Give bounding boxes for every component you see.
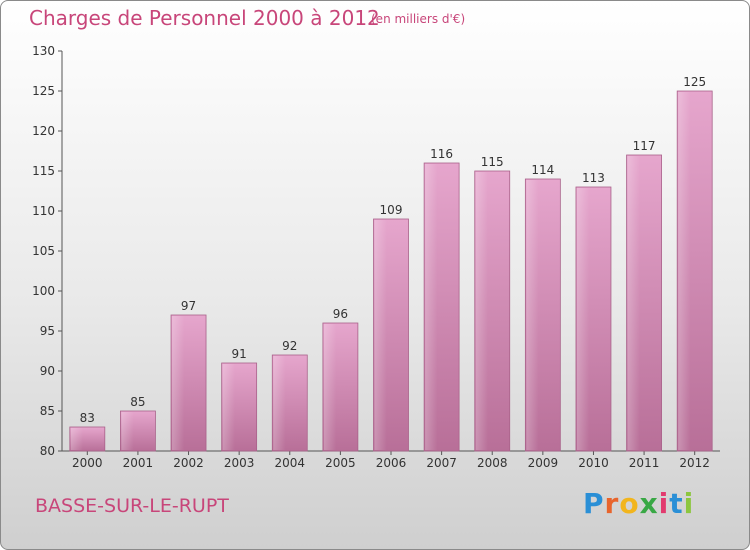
x-tick-label: 2007	[426, 456, 457, 470]
x-tick-label: 2012	[679, 456, 710, 470]
x-tick-label: 2008	[477, 456, 508, 470]
logo-letter: t	[669, 487, 684, 520]
logo-letter: o	[619, 487, 640, 520]
bar-highlight	[627, 156, 640, 450]
y-tick-label: 100	[32, 284, 55, 298]
x-tick-label: 2009	[528, 456, 559, 470]
bar-value-label: 116	[430, 147, 453, 161]
bar-value-label: 117	[633, 139, 656, 153]
y-tick-label: 130	[32, 44, 55, 58]
bar-value-label: 109	[380, 203, 403, 217]
bar-value-label: 115	[481, 155, 504, 169]
logo-letter: i	[683, 487, 695, 520]
bar-value-label: 113	[582, 171, 605, 185]
x-tick-label: 2000	[72, 456, 103, 470]
y-tick-label: 125	[32, 84, 55, 98]
x-tick-label: 2003	[224, 456, 255, 470]
y-tick-label: 80	[40, 444, 55, 458]
logo-letter: r	[604, 487, 620, 520]
y-tick-label: 90	[40, 364, 55, 378]
x-tick-label: 2011	[629, 456, 660, 470]
x-tick-label: 2002	[173, 456, 204, 470]
proxiti-logo: Proxiti	[583, 487, 694, 520]
bar-highlight	[678, 92, 691, 450]
chart-subtitle: (en milliers d'€)	[371, 12, 466, 26]
bar-value-label: 91	[232, 347, 247, 361]
chart-title: Charges de Personnel 2000 à 2012	[29, 6, 380, 30]
bar-highlight	[576, 188, 590, 450]
bar-highlight	[70, 428, 84, 450]
y-tick-label: 115	[32, 164, 55, 178]
bar-highlight	[425, 164, 438, 450]
bar-highlight	[273, 356, 286, 450]
y-tick-label: 105	[32, 244, 55, 258]
bar-value-label: 114	[531, 163, 554, 177]
bar-highlight	[222, 364, 235, 450]
chart-labels: 83 2000 85 2001 97 2002 91 2003 92 2004 96 2005 109 2…	[72, 75, 710, 470]
x-tick-label: 2006	[376, 456, 407, 470]
bar-value-label: 85	[130, 395, 145, 409]
y-tick-label: 85	[40, 404, 55, 418]
bar-value-label: 97	[181, 299, 196, 313]
commune-name: BASSE-SUR-LE-RUPT	[35, 495, 229, 517]
bar-highlight	[526, 180, 539, 450]
bar-highlight	[323, 324, 337, 450]
bar-highlight	[475, 172, 488, 450]
bar-highlight	[121, 412, 134, 450]
chart-bars	[69, 90, 713, 452]
logo-letter: i	[658, 487, 670, 520]
bar-value-label: 92	[282, 339, 297, 353]
y-tick-label: 95	[40, 324, 55, 338]
bar-value-label: 125	[683, 75, 706, 89]
x-tick-label: 2010	[578, 456, 609, 470]
bar-value-label: 96	[333, 307, 348, 321]
x-tick-label: 2005	[325, 456, 356, 470]
x-tick-label: 2001	[123, 456, 154, 470]
chart-axes: 80 85 90 95 100 105 110 115 120 125 130	[32, 44, 720, 458]
bar-highlight	[374, 220, 387, 450]
y-tick-label: 120	[32, 124, 55, 138]
bar-value-label: 83	[80, 411, 95, 425]
bar-highlight	[172, 316, 185, 450]
logo-letter: P	[583, 487, 605, 520]
logo-letter: x	[639, 487, 659, 520]
x-tick-label: 2004	[274, 456, 305, 470]
y-tick-label: 110	[32, 204, 55, 218]
